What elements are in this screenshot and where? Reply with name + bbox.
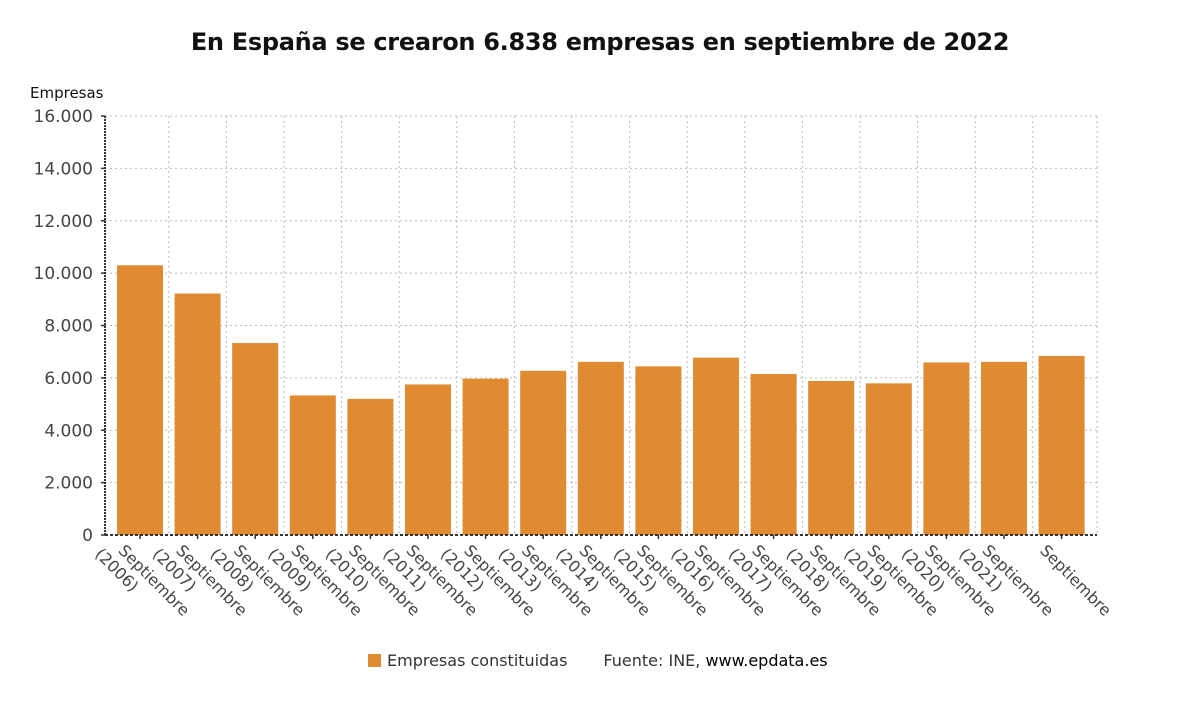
bar (289, 395, 336, 535)
bar (117, 265, 163, 535)
legend-swatch (368, 654, 381, 667)
y-tick-labels: 0 2.000 4.000 6.000 8.000 10.000 12.000 14.000 1… (34, 107, 93, 546)
bar (462, 378, 509, 535)
y-tick-label: 16.000 (34, 107, 93, 127)
bar (232, 343, 279, 535)
y-tick-label: 0 (82, 526, 93, 546)
bar (1038, 355, 1085, 535)
source-site: www.epdata.es (705, 651, 828, 670)
bar (923, 362, 970, 535)
bar (405, 384, 451, 535)
chart-title: En España se crearon 6.838 empresas en s… (190, 28, 1010, 56)
source-text: Fuente: INE, www.epdata.es (603, 651, 827, 670)
bar (577, 361, 624, 535)
legend-label[interactable]: Empresas constituidas (387, 651, 568, 670)
bar (808, 381, 855, 535)
legend: Empresas constituidas Fuente: INE, www.e… (368, 651, 828, 670)
bar (981, 361, 1027, 535)
axes (101, 115, 1097, 539)
bar (693, 357, 739, 535)
bar (635, 366, 682, 535)
y-tick-label: 4.000 (44, 421, 93, 441)
y-tick-label: 12.000 (34, 212, 93, 232)
bar (750, 373, 797, 535)
y-tick-label: 10.000 (34, 264, 93, 284)
bar (174, 293, 221, 535)
y-tick-label: 8.000 (44, 317, 93, 337)
y-tick-label: 2.000 (44, 474, 93, 494)
bar (520, 370, 567, 535)
y-tick-label: 14.000 (34, 159, 93, 179)
source-prefix: Fuente: INE, (603, 651, 706, 670)
bar (865, 383, 912, 535)
y-axis-label: Empresas (30, 84, 104, 102)
y-tick-label: 6.000 (44, 369, 93, 389)
bar (347, 398, 394, 535)
bars (117, 265, 1085, 535)
x-tick-labels: Septiembre(2006) Septiembre(2007) Septiemb… (91, 541, 1115, 620)
